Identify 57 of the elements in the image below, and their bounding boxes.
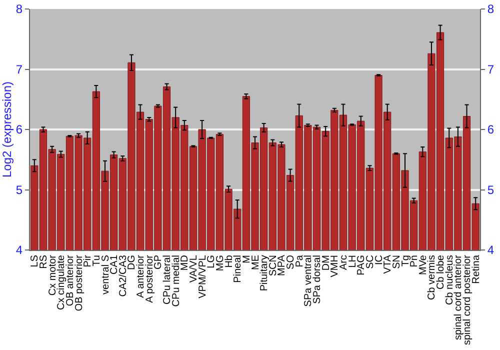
x-tick-label: DM (320, 255, 332, 271)
y-tick-label: 6 (16, 122, 23, 137)
x-tick-label: OB posterior (74, 254, 85, 312)
x-tick-label: DG (126, 254, 138, 270)
x-tick-label: A anterior (136, 254, 147, 298)
x-tick-label: Tg (400, 255, 412, 267)
y2-tick-label: 4 (487, 243, 494, 258)
x-tick-label: Retina (470, 254, 482, 284)
x-tick-label: Arc (338, 255, 350, 270)
x-tick-label: VMH (330, 255, 341, 278)
x-tick-label: MVe (418, 254, 429, 276)
x-tick-label: CA2/CA3 (118, 254, 129, 297)
x-tick-label: VPM/VPL (197, 254, 208, 298)
x-tick-label: VA/VL (188, 254, 200, 283)
x-tick-label: SC (364, 255, 376, 269)
x-tick-label: PAG (356, 254, 368, 276)
x-tick-label: SN (391, 255, 402, 269)
x-tick-label: Pa (294, 254, 306, 268)
x-tick-label: Tu (91, 255, 102, 266)
x-tick-label: SO (286, 254, 297, 270)
x-tick-label: Pituitary (259, 255, 270, 292)
x-tick-label: spinal cord posterior (462, 254, 474, 346)
x-tick-label: CA1 (109, 254, 120, 274)
x-tick-label: Hb (224, 254, 235, 268)
x-tick-label: MG (214, 254, 226, 272)
x-tick-label: LH (347, 255, 358, 268)
x-tick-label: MPA (276, 254, 288, 276)
x-tick-label: SCN (268, 255, 279, 276)
x-tick-label: Cx cingulate (56, 254, 68, 310)
x-tick-label: Pir (82, 254, 94, 268)
x-tick-label: SPa dorsal (312, 255, 324, 304)
y-axis-title: Log2 (expression) (0, 81, 14, 178)
y-tick-label: 4 (16, 243, 23, 258)
x-tick-label: ventral S (100, 254, 112, 294)
y2-tick-label: 6 (487, 122, 494, 137)
x-tick-label: Cb lobe (436, 254, 447, 290)
x-tick-label: CPu medial (170, 255, 182, 307)
y2-tick-label: 8 (487, 2, 494, 16)
y-tick-label: 5 (16, 182, 23, 197)
x-tick-label: ME (250, 254, 262, 270)
y-tick-label: 8 (16, 2, 23, 16)
x-tick-label: VTA (382, 254, 394, 274)
x-tick-label: RS (38, 254, 50, 269)
x-tick-label: Pineal (232, 255, 244, 283)
x-tick-label: LS (30, 254, 41, 268)
x-tick-label: M (241, 255, 252, 264)
x-tick-label: Pn (409, 255, 420, 268)
x-tick-label: GP (153, 254, 164, 270)
x-tick-label: IC (374, 255, 385, 265)
x-tick-label: OB anterior (64, 254, 76, 306)
x-tick-label: spinal cord anterior (453, 254, 464, 340)
x-tick-label: A posterior (144, 254, 156, 303)
y2-tick-label: 7 (487, 62, 494, 76)
y2-tick-label: 5 (487, 182, 494, 197)
x-tick-label: Cb nucleus (444, 255, 456, 306)
y-tick-label: 7 (16, 62, 23, 76)
x-tick-label: LG (206, 254, 218, 268)
